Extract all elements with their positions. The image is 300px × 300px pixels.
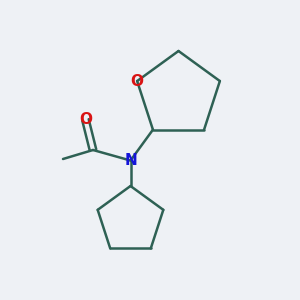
- Text: O: O: [79, 112, 92, 128]
- Text: O: O: [130, 74, 144, 88]
- Text: N: N: [124, 153, 137, 168]
